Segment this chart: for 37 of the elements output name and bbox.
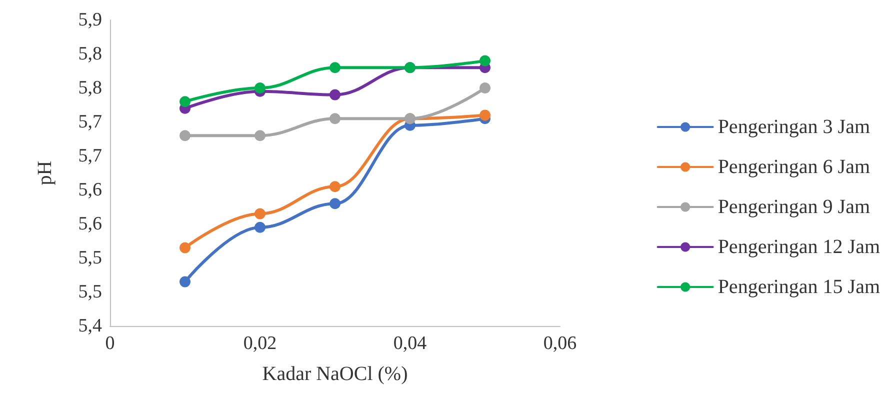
y-axis-title: pH bbox=[34, 160, 56, 186]
point bbox=[254, 130, 266, 142]
y-tick-label: 5,4 bbox=[78, 316, 102, 336]
x-tick-label: 0,02 bbox=[243, 333, 277, 354]
point bbox=[330, 89, 340, 100]
point bbox=[330, 62, 340, 74]
legend-label: Pengeringan 6 Jam bbox=[718, 156, 870, 178]
point bbox=[180, 242, 190, 254]
point bbox=[330, 198, 340, 210]
point bbox=[254, 82, 266, 94]
y-tick-label: 5,5 bbox=[78, 282, 102, 302]
y-tick-label: 5,5 bbox=[78, 248, 102, 268]
x-axis-title: Kadar NaOCl (%) bbox=[262, 363, 408, 385]
y-tick-label: 5,9 bbox=[78, 10, 102, 30]
x-tick-label: 0,06 bbox=[543, 333, 577, 354]
y-tick-label: 5,8 bbox=[78, 44, 102, 64]
y-tick-label: 5,6 bbox=[78, 180, 102, 200]
y-tick-label: 5,7 bbox=[78, 112, 102, 132]
y-tick-label: 5,8 bbox=[78, 78, 102, 98]
point bbox=[254, 208, 266, 220]
point bbox=[180, 276, 190, 288]
point bbox=[180, 130, 190, 142]
point bbox=[480, 55, 490, 66]
legend-label: Pengeringan 9 Jam bbox=[718, 196, 870, 218]
y-tick-label: 5,6 bbox=[78, 214, 102, 234]
x-tick-label: 0,04 bbox=[393, 333, 428, 354]
point bbox=[330, 181, 340, 192]
legend-label: Pengeringan 12 Jam bbox=[718, 236, 880, 258]
point bbox=[330, 113, 340, 124]
point bbox=[480, 82, 490, 94]
legend-label: Pengeringan 15 Jam bbox=[718, 276, 880, 298]
x-tick-label: 0 bbox=[105, 333, 115, 354]
point bbox=[480, 110, 490, 121]
legend-label: Pengeringan 3 Jam bbox=[718, 116, 870, 138]
point bbox=[180, 96, 190, 108]
point bbox=[254, 222, 266, 233]
y-tick-label: 5,7 bbox=[78, 146, 102, 166]
